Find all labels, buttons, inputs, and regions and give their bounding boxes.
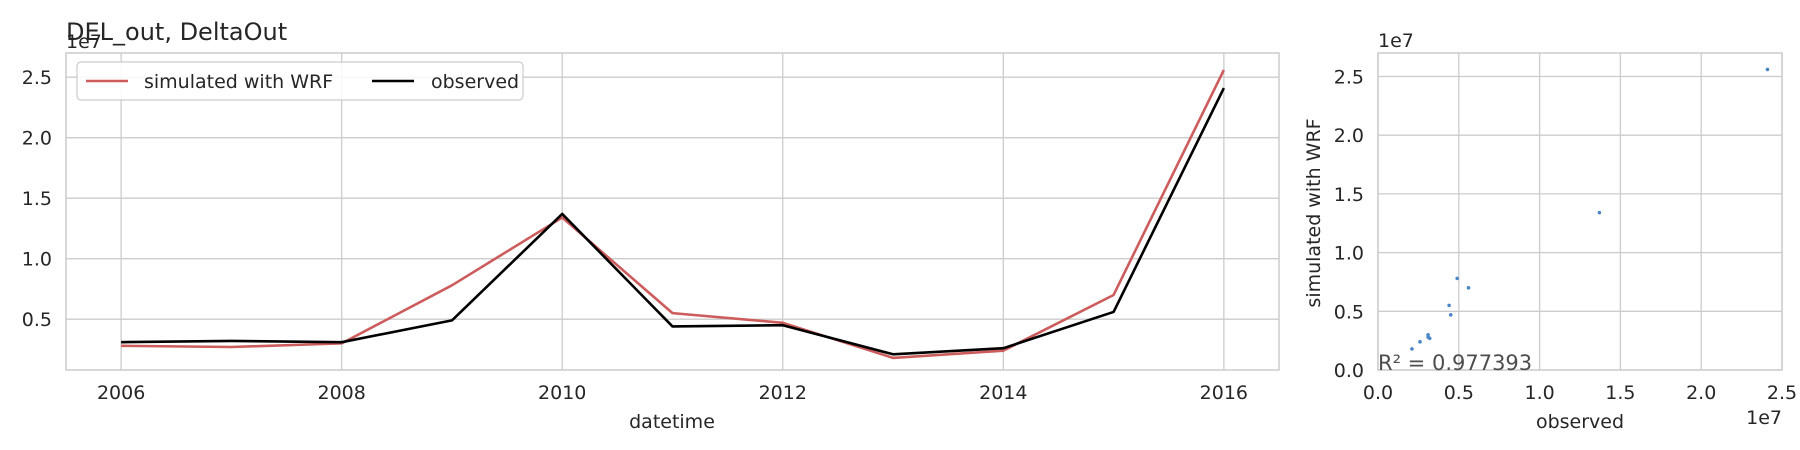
x-tick-label: 1.0 — [1524, 382, 1554, 404]
y-tick-label: 2.5 — [22, 67, 52, 89]
y-tick-label: 0.5 — [1334, 301, 1364, 323]
line-chart: 2006 2008 2010 2012 2014 2016 0.5 1.0 1.5 2.0 2.5… — [22, 18, 1280, 433]
legend-box — [76, 61, 524, 101]
scatter-point — [1427, 336, 1432, 341]
series-line-simulated — [121, 69, 1226, 360]
x-tick-label: 2010 — [538, 382, 586, 404]
series-line-observed — [121, 87, 1226, 356]
scatter-point — [1765, 67, 1770, 72]
legend[interactable]: simulated with WRF observed — [76, 61, 524, 101]
x-tick-label: 1.5 — [1605, 382, 1635, 404]
scatter-chart-x-offset: 1e7 — [1746, 407, 1782, 429]
y-tick-label: 2.0 — [1334, 125, 1364, 147]
x-tick-label: 2014 — [979, 382, 1027, 404]
scatter-chart-y-offset: 1e7 — [1378, 30, 1414, 52]
y-tick-label: 1.0 — [1334, 243, 1364, 265]
x-tick-label: 0.5 — [1444, 382, 1474, 404]
x-tick-label: 2006 — [97, 382, 145, 404]
y-tick-label: 0.5 — [22, 309, 52, 331]
scatter-point — [1448, 313, 1453, 317]
line-chart-y-ticks: 0.5 1.0 1.5 2.0 2.5 — [22, 67, 52, 331]
y-tick-label: 1.0 — [22, 249, 52, 271]
line-chart-x-ticks: 2006 2008 2010 2012 2014 2016 — [97, 382, 1248, 404]
y-tick-label: 0.0 — [1334, 360, 1364, 382]
scatter-chart-x-axis-label: observed — [1536, 411, 1624, 433]
r-squared-annotation: R² = 0.977393 — [1378, 351, 1532, 375]
legend-label-simulated: simulated with WRF — [144, 71, 333, 93]
scatter-chart-y-ticks: 0.0 0.5 1.0 1.5 2.0 2.5 — [1334, 66, 1364, 382]
scatter-chart-y-axis-label: simulated with WRF — [1303, 118, 1325, 307]
line-chart-x-axis-label: datetime — [629, 411, 715, 433]
scatter-chart-x-ticks: 0.0 0.5 1.0 1.5 2.0 2.5 — [1363, 382, 1797, 404]
x-tick-label: 2008 — [318, 382, 366, 404]
x-tick-label: 2016 — [1200, 382, 1248, 404]
line-chart-frame — [65, 52, 1280, 371]
scatter-point — [1447, 303, 1451, 308]
y-tick-label: 1.5 — [1334, 184, 1364, 206]
legend-label-observed: observed — [431, 71, 519, 93]
scatter-chart-frame — [1377, 52, 1783, 371]
x-tick-label: 2012 — [759, 382, 807, 404]
x-tick-label: 2.0 — [1686, 382, 1716, 404]
scatter-point — [1455, 276, 1459, 281]
y-tick-label: 2.5 — [1334, 66, 1364, 88]
scatter-point — [1466, 286, 1471, 290]
scatter-point — [1410, 347, 1414, 351]
scatter-point — [1597, 210, 1602, 215]
line-chart-y-offset: 1e7 — [66, 31, 102, 53]
y-tick-label: 2.0 — [22, 128, 52, 150]
scatter-chart-grid — [1377, 53, 1783, 371]
scatter-point — [1426, 332, 1430, 337]
y-tick-label: 1.5 — [22, 188, 52, 210]
line-chart-series — [121, 69, 1226, 360]
x-tick-label: 2.5 — [1767, 382, 1797, 404]
scatter-chart-points — [1410, 67, 1770, 351]
line-chart-title: DEL_out, DeltaOut — [66, 18, 287, 46]
scatter-point — [1418, 340, 1422, 344]
scatter-chart: 0.0 0.5 1.0 1.5 2.0 2.5 0.0 0.5 1.0 1.5 2.0 2.5 1e… — [1303, 30, 1797, 433]
x-tick-label: 0.0 — [1363, 382, 1393, 404]
